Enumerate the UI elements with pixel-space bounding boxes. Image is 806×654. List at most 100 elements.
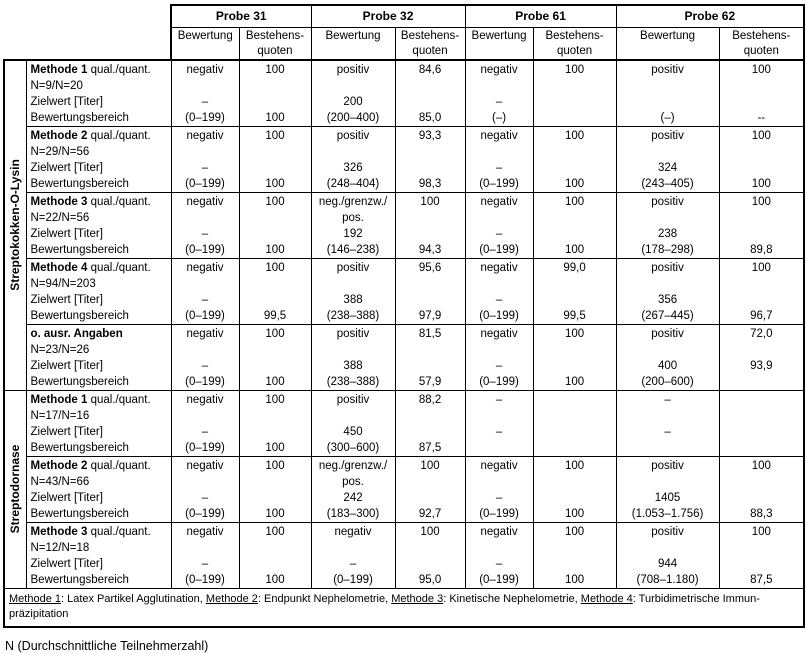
label-line: N=9/N=20 [30,79,83,92]
method-label-cell: Methode 3 qual./quant. N=22/N=56 Zielwert … [25,191,172,259]
sub-header-bestehensquoten: Bestehens- quoten [532,26,617,60]
legend-item: Methode 4: Turbidimetrische Immun- [580,592,760,605]
cell-line: (1.053–1.756) [631,507,704,520]
cell-line: 100 [751,129,771,142]
bestehensquote-cell: 100 100 [718,125,806,193]
cell-line [720,540,804,556]
cell-line: positiv [651,195,684,208]
cell-line: positiv [336,261,370,274]
cell-line [396,144,465,160]
bewertung-cell: positiv 326 (248–404) [310,125,396,193]
cell-line: (0–199) [479,375,519,388]
method-name: o. ausr. Angaben [30,327,123,340]
cell-line [534,78,616,94]
method-label-cell: Methode 1 qual./quant. N=17/N=16 Zielwert … [25,389,172,457]
bestehensquote-cell: 100 100 [532,191,617,259]
cell-line: 100 [751,261,771,274]
cell-line: positiv [336,129,370,142]
cell-line [534,556,616,572]
cell-line: – [495,359,503,372]
cell-line [534,292,616,308]
cell-line [534,160,616,176]
cell-line [720,276,804,292]
method-qualifier: qual./quant. [87,525,151,538]
method-name: Methode 1 [30,393,88,406]
method-name: Methode 4 [30,261,88,274]
cell-line: 100 [564,375,585,388]
cell-line [312,144,395,160]
bewertung-cell: negativ – (0–199) [310,521,396,589]
cell-line: pos. [342,211,364,224]
bewertung-cell: positiv 388 (238–388) [310,257,396,325]
cell-line [720,556,804,572]
bestehensquote-cell [718,389,806,457]
probe-header: Probe 62 [615,4,806,28]
bewertung-cell: negativ – (–) [464,58,534,127]
cell-line [720,292,804,308]
method-qualifier: qual./quant. [87,129,151,142]
cell-line: positiv [336,327,370,340]
cell-line: 388 [343,359,363,372]
bewertung-cell: negativ – (0–199) [170,125,240,193]
cell-line: 100 [751,63,771,76]
legend-item: Methode 3: Kinetische Nephelometrie, [391,592,581,605]
label-line: Methode 3 qual./quant. [31,194,169,210]
bestehensquote-cell: 100 88,3 [718,455,806,523]
cell-line [396,408,465,424]
cell-line: (–) [660,111,675,124]
cell-line: negativ [480,63,518,76]
label-line: N=43/N=66 [30,475,90,488]
method-qualifier: qual./quant. [87,261,151,274]
cell-line: 100 [265,111,285,124]
cell-line [720,424,804,440]
method-label-cell: o. ausr. Angaben N=23/N=26 Zielwert [Titer… [25,323,172,391]
cell-line [240,160,311,176]
group-label: Streptokokken-O-Lysin [8,159,23,291]
cell-line: 242 [343,491,363,504]
bewertung-cell: negativ – (0–199) [170,455,240,523]
method-row: Methode 2 qual./quant. N=29/N=56 Zielwert … [4,125,806,193]
bestehensquote-cell: 100 95,0 [394,521,466,589]
cell-line: (0–199) [479,243,519,256]
cell-line [534,342,616,358]
sub-header-bewertung: Bewertung [464,26,534,60]
cell-line [240,94,311,110]
probe-header: Probe 61 [464,4,617,28]
cell-line: 100 [265,441,285,454]
label-line: Methode 1 qual./quant. [31,392,169,408]
cell-line: 326 [343,161,363,174]
cell-line: – [201,359,209,372]
cell-line [172,474,239,490]
bewertung-cell: positiv 324 (243–405) [615,125,720,193]
cell-line [534,408,616,424]
cell-line: (0–199) [185,441,225,454]
bewertung-cell: negativ – (0–199) [170,323,240,391]
cell-line [312,276,395,292]
cell-line: 100 [564,525,585,538]
cell-line [534,490,616,506]
cell-line: (708–1.180) [636,573,699,586]
cell-line: (243–405) [641,177,694,190]
cell-line: positiv [651,129,684,142]
cell-line [240,540,311,556]
cell-line [466,474,533,490]
method-label-cell: Methode 1 qual./quant. N=9/N=20 Zielwert [… [25,58,172,127]
cell-line: (0–199) [185,309,225,322]
cell-line: 400 [657,359,678,372]
method-row: Methode 3 qual./quant. N=22/N=56 Zielwert … [4,191,806,259]
cell-line [617,342,719,358]
cell-line [720,78,804,94]
bewertung-cell: negativ – (0–199) [464,257,534,325]
bewertung-cell: positiv 200 (200–400) [310,58,396,127]
label-line: Methode 4 qual./quant. [31,260,169,276]
cell-line: 192 [343,227,363,240]
cell-line [240,342,311,358]
cell-line: 100 [265,129,285,142]
cell-line [312,408,395,424]
bewertung-cell: positiv 388 (238–388) [310,323,396,391]
cell-line: – [495,425,503,438]
bestehensquote-cell: 100 100 [238,191,312,259]
label-line: Zielwert [Titer] [30,359,103,372]
cell-line [240,358,311,374]
method-name: Methode 2 [30,129,88,142]
